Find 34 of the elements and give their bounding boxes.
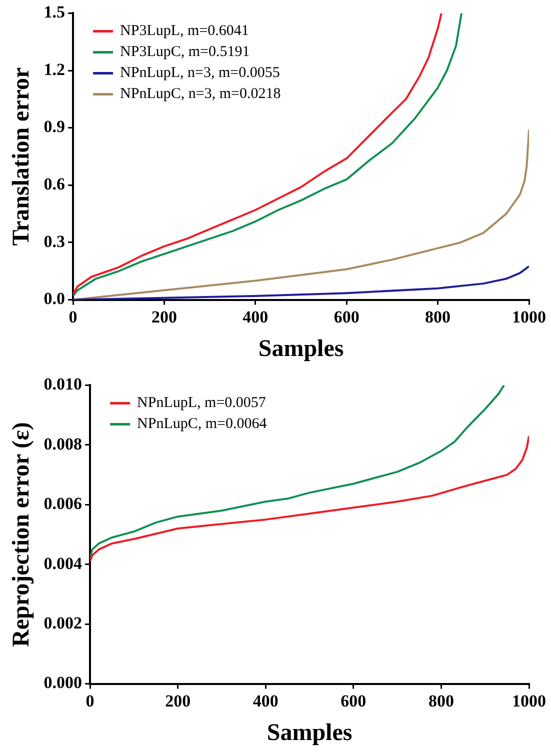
legend-label: NPnLupC, m=0.0064 xyxy=(137,416,268,432)
y-tick-label: 0.010 xyxy=(44,374,82,394)
y-axis-title: Reprojection error (ε) xyxy=(8,422,35,647)
x-axis-title: Samples xyxy=(266,720,352,746)
y-tick-label: 0.002 xyxy=(44,613,82,632)
x-tick-label: 200 xyxy=(165,691,191,710)
x-tick-label: 800 xyxy=(425,307,451,326)
legend-label: NP3LupC, m=0.5191 xyxy=(120,44,250,60)
x-tick-label: 400 xyxy=(242,307,268,326)
x-tick-label: 800 xyxy=(428,691,454,710)
legend-label: NPnLupL, m=0.0057 xyxy=(137,395,266,412)
legend-label: NPnLupL, n=3, m=0.0055 xyxy=(120,65,280,82)
x-tick-label: 400 xyxy=(252,691,278,710)
x-tick-label: 600 xyxy=(340,691,366,710)
y-tick-label: 0.000 xyxy=(44,673,82,692)
y-tick-label: 0.008 xyxy=(44,434,82,454)
legend-label: NP3LupL, m=0.6041 xyxy=(120,23,249,40)
x-tick-label: 1000 xyxy=(512,691,546,710)
y-axis-title: Translation error xyxy=(8,66,35,246)
y-tick-label: 0.0 xyxy=(44,289,66,308)
x-tick-label: 600 xyxy=(334,307,360,326)
y-tick-label: 0.9 xyxy=(44,117,66,136)
y-tick-label: 0.004 xyxy=(44,554,83,573)
x-tick-label: 0 xyxy=(86,691,94,710)
y-tick-label: 0.6 xyxy=(44,174,66,194)
x-tick-label: 0 xyxy=(68,307,78,326)
y-tick-label: 1.2 xyxy=(44,60,66,79)
x-tick-label: 1000 xyxy=(512,307,546,326)
y-tick-label: 0.3 xyxy=(44,232,66,251)
y-tick-label: 0.006 xyxy=(44,494,82,514)
y-tick-label: 1.5 xyxy=(44,2,66,22)
legend-label: NPnLupC, n=3, m=0.0218 xyxy=(120,86,281,102)
x-axis-title: Samples xyxy=(258,336,344,362)
x-tick-label: 200 xyxy=(151,307,177,326)
